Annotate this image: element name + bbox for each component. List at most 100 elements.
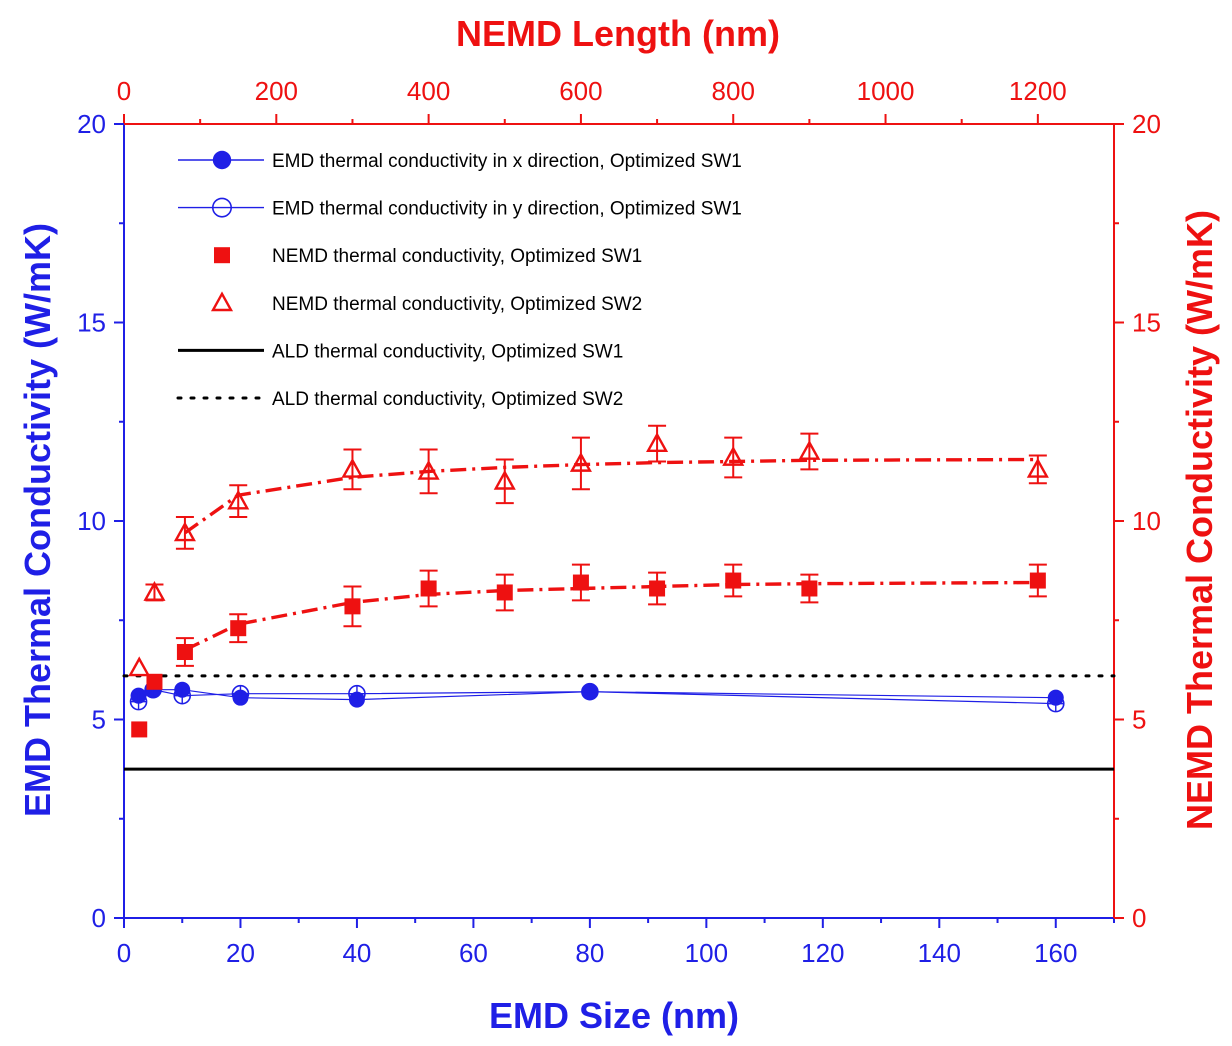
y-right-tick-label: 20 [1132, 109, 1161, 139]
x-bottom-tick-label: 140 [918, 938, 961, 968]
legend-label: EMD thermal conductivity in x direction,… [272, 151, 742, 172]
data-point [581, 682, 599, 701]
x-axis-bottom-title: EMD Size (nm) [489, 995, 739, 1036]
data-point [173, 686, 192, 705]
marker-shape [173, 521, 196, 542]
data-point [129, 692, 148, 711]
x-bottom-tick-label: 20 [226, 938, 255, 968]
x-top-tick-label: 200 [255, 76, 298, 106]
x-bottom-tick-label: 0 [117, 938, 131, 968]
fit-curve [184, 580, 1038, 652]
plot-series [122, 424, 1116, 771]
y-right-tick-label: 0 [1132, 903, 1146, 933]
x-bottom-tick-label: 100 [685, 938, 728, 968]
legend-label: EMD thermal conductivity in y direction,… [272, 199, 742, 220]
data-point [801, 580, 818, 597]
legend-item: NEMD thermal conductivity, Optimized SW1 [214, 246, 642, 267]
y-axis-right-title: NEMD Thermal Conductivity (W/mK) [1179, 210, 1220, 830]
data-point [1029, 572, 1046, 589]
y-right-tick-label: 5 [1132, 705, 1146, 735]
marker-shape [572, 574, 589, 591]
legend-item: ALD thermal conductivity, Optimized SW1 [178, 341, 623, 362]
marker-shape [420, 580, 437, 597]
marker-shape [176, 644, 193, 661]
x-bottom-tick-label: 60 [459, 938, 488, 968]
marker-shape [128, 656, 151, 677]
marker-shape [210, 291, 234, 312]
fit-curve [183, 457, 1038, 535]
data-point [1026, 457, 1049, 478]
marker-shape [569, 451, 592, 472]
legend-label: NEMD thermal conductivity, Optimized SW2 [272, 294, 642, 315]
legend-marker [214, 247, 230, 264]
x-top-tick-label: 1200 [1009, 76, 1067, 106]
x-top-tick-label: 600 [559, 76, 602, 106]
data-point [131, 721, 148, 738]
marker-shape [230, 620, 247, 637]
x-bottom-tick-label: 80 [575, 938, 604, 968]
marker-shape [344, 598, 361, 615]
data-point [231, 684, 250, 703]
marker-shape [341, 457, 364, 478]
data-point [420, 580, 437, 597]
marker-shape [801, 580, 818, 597]
data-point [569, 451, 592, 472]
x-bottom-tick-label: 160 [1034, 938, 1077, 968]
marker-shape [493, 469, 516, 490]
data-point [649, 580, 666, 597]
legend-label: ALD thermal conductivity, Optimized SW2 [272, 389, 623, 410]
marker-shape [417, 459, 440, 480]
legend-marker [210, 291, 234, 312]
y-left-tick-label: 15 [77, 308, 106, 338]
y-axis-left-title: EMD Thermal Conductivity (W/mK) [17, 223, 58, 817]
x-bottom-tick-label: 40 [342, 938, 371, 968]
legend-label: NEMD thermal conductivity, Optimized SW1 [272, 246, 642, 267]
data-point [128, 656, 151, 677]
y-left-tick-label: 0 [92, 903, 106, 933]
data-point [176, 644, 193, 661]
marker-shape [649, 580, 666, 597]
data-point [143, 580, 166, 601]
data-point [646, 432, 669, 452]
marker-shape [131, 721, 148, 738]
marker-shape [798, 440, 821, 460]
data-point [798, 440, 821, 460]
marker-shape [146, 673, 163, 690]
data-point [572, 574, 589, 591]
marker-shape [143, 580, 166, 601]
legend-marker [212, 150, 232, 170]
data-point [348, 684, 366, 703]
data-point [344, 598, 361, 615]
data-point [417, 459, 440, 480]
marker-shape [212, 197, 233, 218]
marker-shape [646, 432, 669, 452]
legend-label: ALD thermal conductivity, Optimized SW1 [272, 341, 623, 362]
data-point [146, 673, 163, 690]
marker-shape [496, 584, 513, 601]
y-left-tick-label: 10 [77, 506, 106, 536]
series-filled-square [131, 563, 1047, 738]
x-bottom-tick-label: 120 [801, 938, 844, 968]
data-point [493, 469, 516, 490]
data-point [1046, 694, 1065, 713]
legend-item: ALD thermal conductivity, Optimized SW2 [176, 389, 623, 410]
y-right-tick-label: 15 [1132, 308, 1161, 338]
x-top-tick-label: 1000 [857, 76, 915, 106]
data-point [230, 620, 247, 637]
marker-shape [212, 150, 232, 170]
x-top-tick-label: 800 [712, 76, 755, 106]
series-open-circle-plus [129, 680, 1065, 713]
data-point [496, 584, 513, 601]
x-top-tick-label: 0 [117, 76, 131, 106]
x-top-tick-label: 400 [407, 76, 450, 106]
legend: EMD thermal conductivity in x direction,… [176, 150, 742, 410]
data-point [725, 572, 742, 589]
data-point [341, 457, 364, 478]
legend-item: EMD thermal conductivity in y direction,… [178, 197, 742, 220]
marker-shape [214, 247, 230, 264]
data-point [722, 446, 745, 466]
marker-shape [1026, 457, 1049, 478]
x-axis-top-title: NEMD Length (nm) [456, 13, 780, 54]
